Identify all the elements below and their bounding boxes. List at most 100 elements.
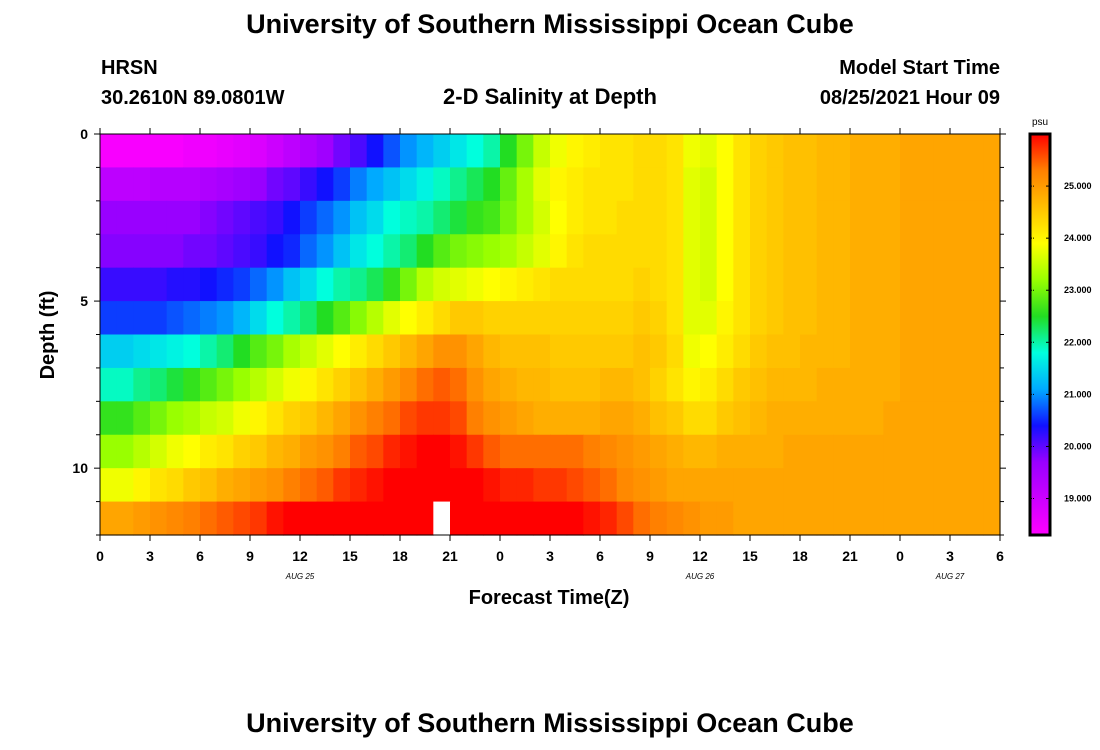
- heatmap-cell: [866, 468, 884, 503]
- heatmap-cell: [100, 501, 118, 536]
- x-tick-label: 12: [292, 548, 308, 564]
- heatmap-cell: [400, 267, 418, 302]
- heatmap-cell: [566, 200, 584, 235]
- heatmap-cell: [850, 367, 868, 402]
- heatmap-cell: [416, 301, 434, 336]
- heatmap-cell: [650, 200, 668, 235]
- heatmap-cell: [833, 501, 851, 536]
- heatmap-cell: [833, 234, 851, 269]
- heatmap-cell: [750, 468, 768, 503]
- heatmap-cell: [533, 367, 551, 402]
- heatmap-cell: [850, 134, 868, 169]
- heatmap-cell: [266, 434, 284, 469]
- heatmap-cell: [866, 501, 884, 536]
- heatmap-cell: [933, 134, 951, 169]
- heatmap-cell: [483, 401, 501, 436]
- heatmap-cell: [666, 468, 684, 503]
- heatmap-cell: [533, 267, 551, 302]
- heatmap-cell: [866, 200, 884, 235]
- heatmap-cell: [450, 334, 468, 369]
- heatmap-cell: [683, 200, 701, 235]
- heatmap-cell: [316, 367, 334, 402]
- heatmap-cell: [433, 134, 451, 169]
- heatmap-cell: [833, 301, 851, 336]
- heatmap-cell: [650, 367, 668, 402]
- heatmap-cell: [366, 167, 384, 202]
- heatmap-cell: [766, 234, 784, 269]
- heatmap-cell: [716, 367, 734, 402]
- heatmap-cell: [883, 367, 901, 402]
- heatmap-cell: [533, 134, 551, 169]
- heatmap-cell: [666, 234, 684, 269]
- heatmap-cell: [600, 367, 618, 402]
- heatmap-cell: [766, 468, 784, 503]
- heatmap-cell: [300, 234, 318, 269]
- heatmap-cell: [583, 401, 601, 436]
- heatmap-cell: [133, 401, 151, 436]
- heatmap-cell: [216, 334, 234, 369]
- heatmap-cell: [916, 401, 934, 436]
- heatmap-cell: [650, 501, 668, 536]
- heatmap-cell: [350, 367, 368, 402]
- heatmap-cell: [300, 401, 318, 436]
- heatmap-cell: [550, 468, 568, 503]
- heatmap-cell: [783, 267, 801, 302]
- heatmap-cell: [616, 367, 634, 402]
- heatmap-cell: [700, 167, 718, 202]
- x-tick-label: 18: [392, 548, 408, 564]
- heatmap-cell: [266, 267, 284, 302]
- heatmap-cell: [800, 167, 818, 202]
- heatmap-cell: [783, 367, 801, 402]
- heatmap-cell: [816, 367, 834, 402]
- y-tick-label: 10: [72, 460, 88, 476]
- heatmap-cell: [983, 334, 1001, 369]
- heatmap-cell: [533, 234, 551, 269]
- heatmap-cell: [700, 434, 718, 469]
- heatmap-cell: [683, 134, 701, 169]
- x-tick-label: 3: [546, 548, 554, 564]
- heatmap-cell: [383, 434, 401, 469]
- heatmap-cell: [750, 234, 768, 269]
- heatmap-cell: [100, 234, 118, 269]
- heatmap-cell: [500, 367, 518, 402]
- heatmap-cell: [616, 267, 634, 302]
- heatmap-cell: [516, 367, 534, 402]
- heatmap-cell: [533, 434, 551, 469]
- heatmap-cell: [766, 334, 784, 369]
- heatmap-cell: [316, 401, 334, 436]
- heatmap-cell: [366, 434, 384, 469]
- x-date-label: AUG 25: [285, 572, 315, 581]
- heatmap-cell: [833, 334, 851, 369]
- heatmap-cell: [633, 267, 651, 302]
- heatmap-cell: [133, 134, 151, 169]
- heatmap-cell: [100, 401, 118, 436]
- heatmap-cell: [950, 401, 968, 436]
- x-tick-label: 15: [342, 548, 358, 564]
- heatmap-cell: [800, 267, 818, 302]
- heatmap-cell: [283, 401, 301, 436]
- heatmap-cell: [166, 334, 184, 369]
- heatmap-cell: [500, 468, 518, 503]
- heatmap-cell: [716, 167, 734, 202]
- heatmap-cell: [833, 167, 851, 202]
- heatmap-cell: [700, 267, 718, 302]
- heatmap-cell: [300, 501, 318, 536]
- heatmap-cell: [100, 468, 118, 503]
- heatmap-cell: [350, 234, 368, 269]
- heatmap-cell: [350, 167, 368, 202]
- heatmap-cell: [200, 501, 218, 536]
- heatmap-cell: [666, 301, 684, 336]
- heatmap-cell: [700, 501, 718, 536]
- heatmap-cell: [566, 434, 584, 469]
- heatmap-cell: [566, 134, 584, 169]
- heatmap-cell: [300, 301, 318, 336]
- heatmap-cell: [600, 401, 618, 436]
- heatmap-cell: [816, 501, 834, 536]
- chart-subtitle: 2-D Salinity at Depth: [443, 84, 657, 109]
- heatmap-cell: [500, 234, 518, 269]
- heatmap-cell: [400, 434, 418, 469]
- heatmap-cell: [283, 434, 301, 469]
- top-title: University of Southern Mississippi Ocean…: [246, 9, 854, 39]
- heatmap-cell: [483, 200, 501, 235]
- heatmap-cell: [383, 134, 401, 169]
